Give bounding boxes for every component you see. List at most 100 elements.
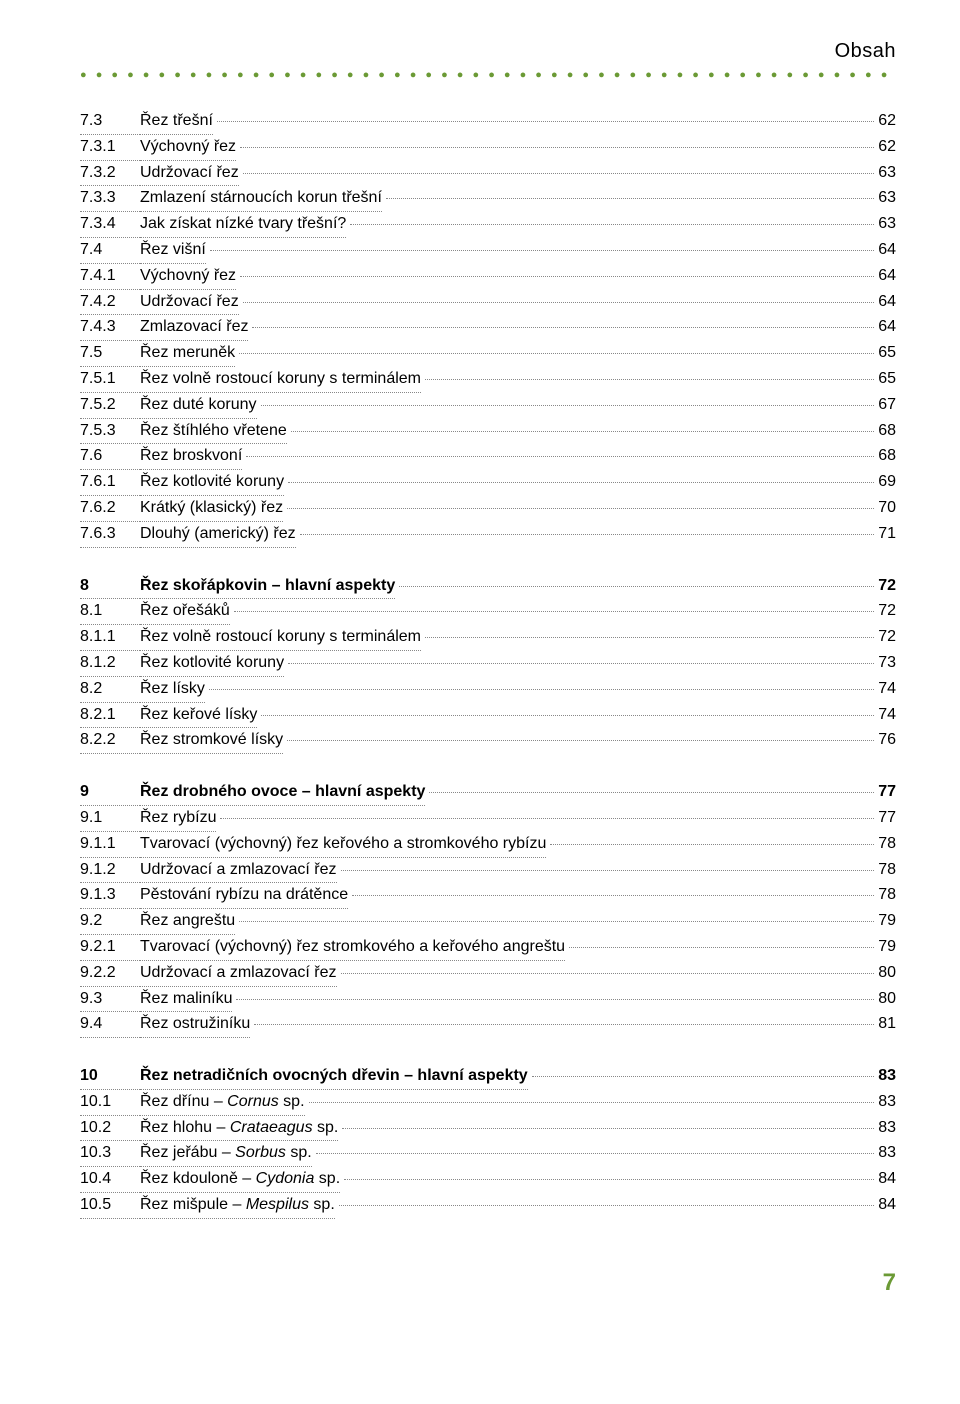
toc-row: 8.2.1Řez keřové lísky74: [80, 703, 896, 729]
toc-leader-dots: [261, 405, 875, 406]
toc-label: Pěstování rybízu na drátěnce: [140, 883, 348, 909]
toc-label-post: sp.: [279, 1093, 305, 1110]
toc-row: 10.1Řez dřínu – Cornus sp.83: [80, 1090, 896, 1116]
toc-number: 10.1: [80, 1090, 140, 1116]
page-container: Obsah ● ● ● ● ● ● ● ● ● ● ● ● ● ● ● ● ● …: [0, 0, 960, 1347]
toc-label: Řez kotlovité koruny: [140, 651, 284, 677]
toc-label: Řez rybízu: [140, 806, 216, 832]
toc-leader-dots: [209, 689, 874, 690]
toc-leader-dots: [569, 947, 874, 948]
toc-label: Řez stromkové lísky: [140, 728, 283, 754]
toc-leader-dots: [261, 715, 874, 716]
toc-row: 8.1Řez ořešáků72: [80, 599, 896, 625]
toc-leader-dots: [316, 1153, 875, 1154]
toc-page: 68: [878, 444, 896, 469]
toc-label: Udržovací a zmlazovací řez: [140, 858, 337, 884]
toc-row: 7.6.3Dlouhý (americký) řez71: [80, 522, 896, 548]
toc-label: Řez kdouloně – Cydonia sp.: [140, 1167, 340, 1193]
toc-block: 10Řez netradičních ovocných dřevin – hla…: [80, 1064, 896, 1219]
toc-page: 74: [878, 677, 896, 702]
toc-page: 72: [878, 574, 896, 599]
toc-leader-dots: [341, 870, 875, 871]
toc-label: Řez ostružiníku: [140, 1012, 250, 1038]
toc-number: 8.1.2: [80, 651, 140, 677]
toc-row: 9.3Řez maliníku80: [80, 987, 896, 1013]
toc-page: 70: [878, 496, 896, 521]
toc-page: 62: [878, 109, 896, 134]
toc-number: 7.6.2: [80, 496, 140, 522]
toc-number: 9.1.3: [80, 883, 140, 909]
toc-page: 78: [878, 832, 896, 857]
toc-leader-dots: [291, 431, 874, 432]
toc-row: 10.5Řez mišpule – Mespilus sp.84: [80, 1193, 896, 1219]
toc-label-pre: Řez dřínu –: [140, 1093, 227, 1110]
toc-label-italic: Mespilus: [246, 1196, 309, 1213]
toc-row: 7.4.1Výchovný řez64: [80, 264, 896, 290]
toc-row: 7.5Řez meruněk65: [80, 341, 896, 367]
toc-number: 9.1.2: [80, 858, 140, 884]
toc-page: 84: [878, 1167, 896, 1192]
toc-leader-dots: [288, 663, 874, 664]
toc-label-post: sp.: [309, 1196, 335, 1213]
toc-label: Řez keřové lísky: [140, 703, 257, 729]
toc-label-italic: Crataeagus: [230, 1119, 313, 1136]
toc-label: Zmlazovací řez: [140, 315, 248, 341]
toc-label-pre: Řez mišpule –: [140, 1196, 246, 1213]
toc-number: 7.3: [80, 109, 140, 135]
toc-label: Řez dřínu – Cornus sp.: [140, 1090, 305, 1116]
toc-row: 9.1Řez rybízu77: [80, 806, 896, 832]
toc-number: 10.4: [80, 1167, 140, 1193]
page-title: Obsah: [80, 40, 896, 63]
toc-number: 9: [80, 780, 140, 806]
toc-block: 8Řez skořápkovin – hlavní aspekty728.1Ře…: [80, 574, 896, 755]
toc-label-italic: Cornus: [227, 1093, 279, 1110]
toc-label: Řez duté koruny: [140, 393, 257, 419]
toc-number: 7.4.1: [80, 264, 140, 290]
toc-page: 83: [878, 1116, 896, 1141]
toc-leader-dots: [425, 637, 874, 638]
toc-label: Zmlazení stárnoucích korun třešní: [140, 186, 382, 212]
toc-leader-dots: [300, 534, 875, 535]
toc-leader-dots: [246, 456, 874, 457]
toc-leader-dots: [236, 999, 874, 1000]
toc-row: 9.1.2Udržovací a zmlazovací řez78: [80, 858, 896, 884]
toc-number: 7.6: [80, 444, 140, 470]
toc-page: 64: [878, 315, 896, 340]
toc-label: Udržovací a zmlazovací řez: [140, 961, 337, 987]
toc-row: 7.3.2Udržovací řez63: [80, 161, 896, 187]
toc-number: 7.4.2: [80, 290, 140, 316]
toc-row: 8Řez skořápkovin – hlavní aspekty72: [80, 574, 896, 600]
toc-number: 9.1.1: [80, 832, 140, 858]
toc-leader-dots: [341, 973, 875, 974]
toc-row: 8.1.2Řez kotlovité koruny73: [80, 651, 896, 677]
toc-row: 9.4Řez ostružiníku81: [80, 1012, 896, 1038]
toc-leader-dots: [240, 147, 874, 148]
toc-row: 7.6.1Řez kotlovité koruny69: [80, 470, 896, 496]
toc-root: 7.3Řez třešní627.3.1Výchovný řez627.3.2U…: [80, 109, 896, 1219]
toc-label: Řez skořápkovin – hlavní aspekty: [140, 574, 395, 600]
toc-leader-dots: [287, 508, 874, 509]
toc-number: 9.4: [80, 1012, 140, 1038]
toc-leader-dots: [550, 844, 874, 845]
toc-number: 9.2.1: [80, 935, 140, 961]
toc-label: Řez kotlovité koruny: [140, 470, 284, 496]
dotted-divider: ● ● ● ● ● ● ● ● ● ● ● ● ● ● ● ● ● ● ● ● …: [80, 69, 896, 81]
toc-page: 77: [878, 780, 896, 805]
toc-label: Řez ořešáků: [140, 599, 230, 625]
toc-leader-dots: [342, 1128, 874, 1129]
toc-number: 7.4: [80, 238, 140, 264]
toc-label: Řez volně rostoucí koruny s terminálem: [140, 367, 421, 393]
toc-page: 80: [878, 987, 896, 1012]
toc-block: 7.3Řez třešní627.3.1Výchovný řez627.3.2U…: [80, 109, 896, 548]
toc-block: 9Řez drobného ovoce – hlavní aspekty779.…: [80, 780, 896, 1038]
toc-page: 78: [878, 883, 896, 908]
toc-label: Udržovací řez: [140, 290, 239, 316]
toc-leader-dots: [210, 250, 874, 251]
toc-number: 7.6.1: [80, 470, 140, 496]
toc-leader-dots: [252, 327, 874, 328]
toc-label: Řez višní: [140, 238, 206, 264]
toc-page: 79: [878, 909, 896, 934]
toc-number: 7.3.3: [80, 186, 140, 212]
toc-page: 84: [878, 1193, 896, 1218]
toc-leader-dots: [425, 379, 874, 380]
